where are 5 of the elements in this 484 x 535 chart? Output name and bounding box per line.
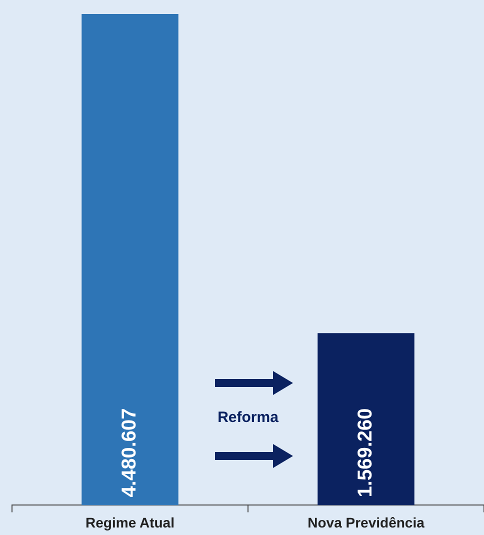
x-tick-label: Nova Previdência	[308, 514, 425, 530]
annotation: Reforma	[218, 409, 280, 426]
data-label: 4.480.607	[118, 408, 141, 498]
x-tick-label: Regime Atual	[86, 514, 174, 530]
data-label: 1.569.260	[354, 408, 377, 498]
